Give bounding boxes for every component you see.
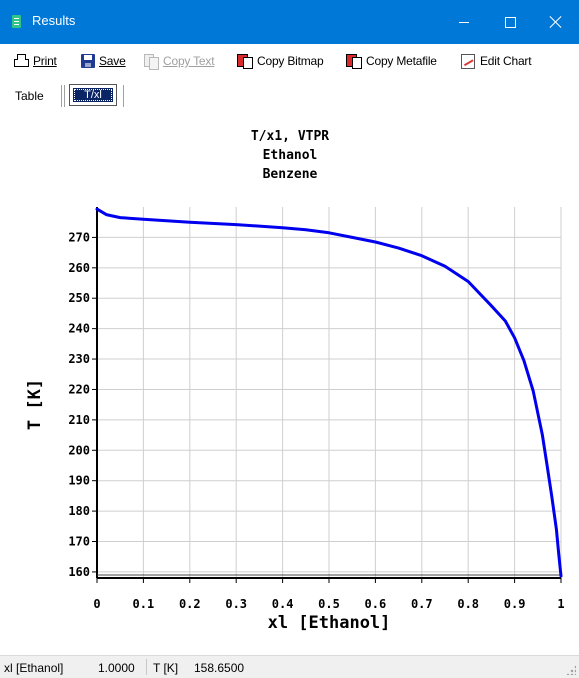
edit-chart-icon bbox=[460, 53, 476, 69]
tab-separator bbox=[64, 85, 65, 107]
minimize-button[interactable] bbox=[441, 0, 487, 44]
x-tick-label: 0.5 bbox=[318, 597, 340, 611]
tab-separator bbox=[123, 85, 124, 107]
y-tick-label: 180 bbox=[68, 504, 90, 518]
status-separator bbox=[146, 659, 147, 675]
y-tick-label: 170 bbox=[68, 535, 90, 549]
copy-bitmap-button[interactable]: Copy Bitmap bbox=[237, 52, 324, 70]
y-tick-label: 190 bbox=[68, 474, 90, 488]
print-button[interactable]: Print bbox=[13, 52, 57, 70]
close-icon bbox=[549, 15, 563, 29]
save-label: Save bbox=[99, 54, 126, 68]
chart-title-line: T/x1, VTPR bbox=[251, 129, 329, 144]
status-bar: xl [Ethanol] 1.0000 T [K] 158.6500 bbox=[0, 655, 579, 678]
resize-grip[interactable] bbox=[566, 665, 576, 675]
x-tick-label: 0.6 bbox=[365, 597, 387, 611]
tab-txl-label: T/xl bbox=[73, 88, 113, 102]
x-tick-label: 0.7 bbox=[411, 597, 433, 611]
y-axis-label: T [K] bbox=[25, 379, 45, 430]
tab-table[interactable]: Table bbox=[15, 89, 44, 103]
app-icon bbox=[12, 15, 21, 28]
copy-metafile-button[interactable]: Copy Metafile bbox=[346, 52, 437, 70]
y-tick-label: 200 bbox=[68, 443, 90, 457]
y-tick-label: 240 bbox=[68, 322, 90, 336]
chart-area: T/x1, VTPR Ethanol Benzene 0 0.1 0.2 0.3 0.4 0.5… bbox=[0, 110, 579, 653]
y-tick-label: 250 bbox=[68, 291, 90, 305]
edit-chart-button[interactable]: Edit Chart bbox=[460, 52, 532, 70]
x-tick-label: 0.3 bbox=[225, 597, 247, 611]
copy-metafile-icon bbox=[346, 53, 362, 69]
status-y-label: T [K] bbox=[153, 661, 179, 675]
printer-icon bbox=[13, 53, 29, 69]
chart-title-line: Benzene bbox=[263, 167, 318, 182]
x-tick-label: 0 bbox=[93, 597, 100, 611]
y-tick-label: 220 bbox=[68, 382, 90, 396]
copy-text-icon bbox=[143, 53, 159, 70]
x-tick-label: 0.1 bbox=[133, 597, 155, 611]
close-button[interactable] bbox=[533, 0, 579, 44]
tab-txl[interactable]: T/xl bbox=[69, 84, 117, 106]
x-tick-label: 0.2 bbox=[179, 597, 201, 611]
x-tick-label: 0.9 bbox=[504, 597, 526, 611]
status-x-label: xl [Ethanol] bbox=[4, 661, 64, 675]
y-tick-label: 270 bbox=[68, 230, 90, 244]
x-tick-label: 1 bbox=[557, 597, 564, 611]
toolbar: Print Save Copy Text Copy Bitmap Copy Me… bbox=[0, 44, 579, 78]
title-bar: Results bbox=[0, 0, 579, 44]
chart-title-line: Ethanol bbox=[263, 148, 318, 163]
status-y-value: 158.6500 bbox=[194, 661, 245, 675]
minimize-icon bbox=[459, 21, 469, 23]
series-line bbox=[95, 207, 563, 578]
window-title: Results bbox=[32, 13, 76, 28]
x-axis-label: xl [Ethanol] bbox=[268, 613, 391, 633]
x-tick-label: 0.8 bbox=[457, 597, 479, 611]
maximize-icon bbox=[504, 16, 516, 28]
y-tick-label: 260 bbox=[68, 261, 90, 275]
x-tick-label: 0.4 bbox=[272, 597, 294, 611]
tab-bar: Table T/xl bbox=[0, 78, 579, 110]
copy-bitmap-icon bbox=[237, 53, 253, 69]
print-label: Print bbox=[33, 54, 57, 68]
copy-text-button[interactable]: Copy Text bbox=[143, 52, 215, 70]
maximize-button[interactable] bbox=[487, 0, 533, 44]
copy-bitmap-label: Copy Bitmap bbox=[257, 54, 324, 68]
status-x-value: 1.0000 bbox=[98, 661, 135, 675]
edit-chart-label: Edit Chart bbox=[480, 54, 532, 68]
floppy-disk-icon bbox=[81, 54, 95, 68]
tab-separator bbox=[61, 85, 62, 107]
chart: T/x1, VTPR Ethanol Benzene 0 0.1 0.2 0.3 0.4 0.5… bbox=[25, 129, 565, 633]
y-tick-label: 230 bbox=[68, 352, 90, 366]
y-tick-label: 210 bbox=[68, 413, 90, 427]
y-tick-label: 160 bbox=[68, 565, 90, 579]
copy-metafile-label: Copy Metafile bbox=[366, 54, 437, 68]
save-button[interactable]: Save bbox=[81, 52, 126, 70]
copy-text-label: Copy Text bbox=[163, 54, 215, 68]
